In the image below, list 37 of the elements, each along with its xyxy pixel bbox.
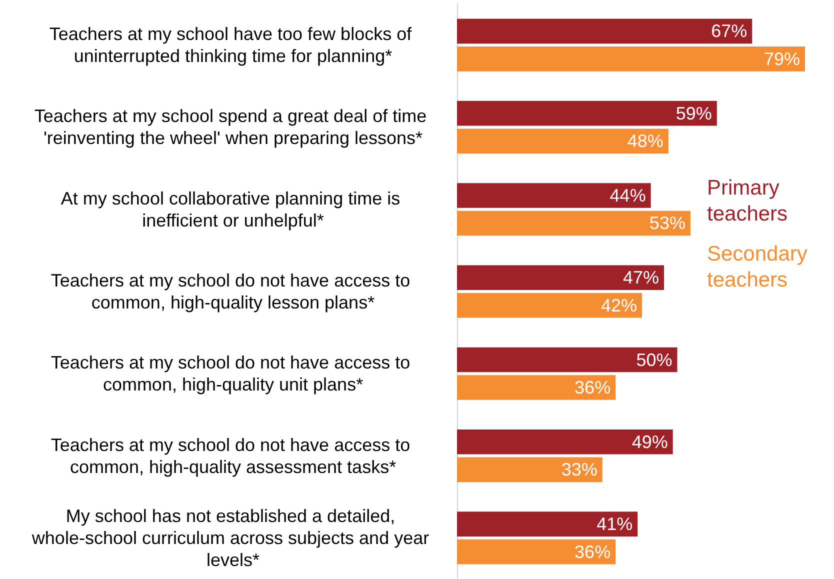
bar: [457, 183, 651, 208]
bar: [457, 46, 805, 72]
data-label: 42%: [600, 295, 638, 316]
y-tick-label: Teachers at my school have too few blocks of uninterrupted thinking time for planning*: [49, 24, 417, 66]
data-label: 48%: [627, 131, 664, 152]
y-tick-label: Teachers at my school do not have access to common, high-quality lesson plans*: [50, 270, 416, 312]
series-label: Secondary teachers: [707, 242, 814, 292]
data-label: 59%: [676, 103, 712, 124]
bar: [457, 18, 752, 44]
data-label: 33%: [561, 460, 598, 480]
bar: [457, 539, 616, 564]
bar: [457, 457, 602, 482]
bar: [457, 512, 638, 536]
data-label: 47%: [623, 268, 660, 288]
data-label: 53%: [649, 213, 686, 234]
data-label: 36%: [574, 542, 611, 562]
data-label: 41%: [596, 514, 633, 534]
bar: [457, 292, 642, 318]
y-tick-label: At my school collaborative planning time is inefficient or unhelpful*: [60, 188, 406, 230]
data-label: 67%: [711, 21, 748, 42]
y-tick-label: Teachers at my school spend a great deal of time 'reinventing the wheel' when preparing lessons*: [34, 106, 432, 148]
bar: [457, 265, 664, 290]
data-label: 50%: [636, 350, 672, 370]
bar: [457, 347, 678, 372]
y-tick-label: Teachers at my school do not have access to common, high-quality assessment tasks*: [50, 434, 416, 477]
data-label: 49%: [632, 432, 668, 452]
text: Primary teachers: [707, 176, 788, 226]
bar: [457, 430, 673, 454]
data-label: 36%: [574, 378, 611, 398]
bar: [457, 100, 717, 126]
data-label: 79%: [764, 48, 800, 69]
data-label: 44%: [610, 185, 646, 206]
bar: [457, 128, 668, 154]
y-tick-label: My school has not established a detailed, whole-school curriculum across subjects and year levels*: [30, 506, 434, 570]
y-tick-label: Teachers at my school do not have access to common, high-quality unit plans*: [50, 352, 416, 395]
bar: [457, 210, 690, 236]
bar: [457, 375, 616, 400]
